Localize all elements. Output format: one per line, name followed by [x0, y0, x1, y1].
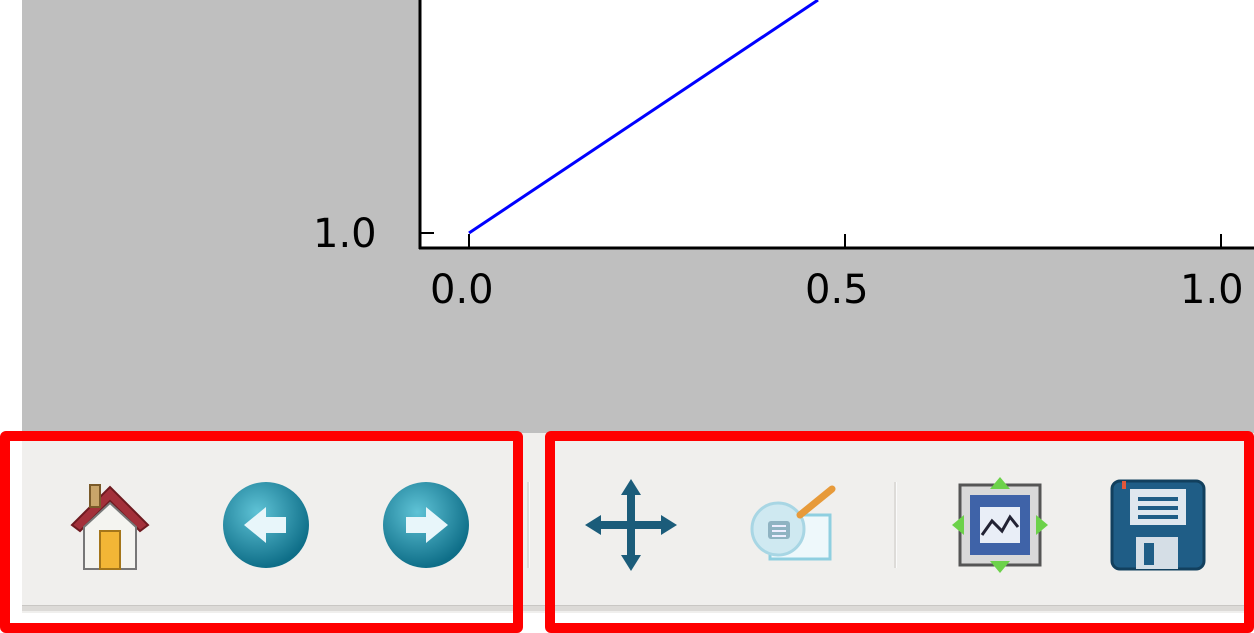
- home-icon: [70, 484, 150, 570]
- toolbar-separator: [894, 482, 897, 568]
- highlight-box-tools: [545, 431, 1254, 633]
- toolbar-bottom-edge: [22, 605, 1254, 611]
- y-tick-label: 1.0: [313, 211, 377, 257]
- plot-line: [468, 0, 819, 235]
- configure-subplots-icon: [952, 477, 1048, 573]
- forward-arrow-icon: [383, 482, 469, 568]
- x-tick-label-2: 1.0: [1180, 267, 1244, 313]
- x-tick-label-0: 0.0: [430, 267, 494, 313]
- pan-move-icon: [585, 479, 677, 571]
- plot-svg: [418, 0, 1254, 250]
- home-button[interactable]: [60, 470, 160, 580]
- zoom-button[interactable]: [740, 470, 840, 580]
- save-floppy-icon: [1110, 479, 1206, 571]
- highlight-box-navigation: [0, 431, 523, 633]
- figure-canvas[interactable]: [22, 0, 1254, 433]
- axes-background: [420, 0, 1254, 248]
- zoom-to-rect-icon: [750, 485, 836, 561]
- pan-button[interactable]: [581, 470, 681, 580]
- back-arrow-icon: [223, 482, 309, 568]
- configure-subplots-button[interactable]: [950, 470, 1050, 580]
- forward-button[interactable]: [376, 470, 476, 580]
- x-tick-label-1: 0.5: [805, 267, 869, 313]
- save-button[interactable]: [1108, 470, 1208, 580]
- back-button[interactable]: [216, 470, 316, 580]
- toolbar-separator: [527, 482, 530, 568]
